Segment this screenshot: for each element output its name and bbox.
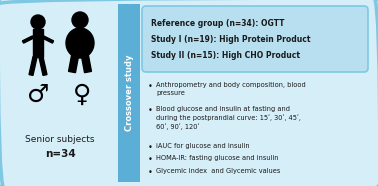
Bar xyxy=(140,4,366,182)
Text: •: • xyxy=(148,155,153,164)
Text: Crossover study: Crossover study xyxy=(124,55,133,131)
FancyArrow shape xyxy=(29,57,37,76)
Text: •: • xyxy=(148,106,153,116)
Circle shape xyxy=(31,15,45,29)
Text: Senior subjects: Senior subjects xyxy=(25,135,95,145)
Text: Anthropometry and body composition, blood
pressure: Anthropometry and body composition, bloo… xyxy=(156,82,306,96)
Text: •: • xyxy=(148,82,153,91)
FancyArrow shape xyxy=(68,55,79,73)
FancyArrow shape xyxy=(82,55,91,73)
FancyArrow shape xyxy=(22,36,34,43)
Text: n=34: n=34 xyxy=(45,149,75,159)
FancyArrow shape xyxy=(39,57,47,76)
Text: iAUC for glucose and insulin: iAUC for glucose and insulin xyxy=(156,143,249,149)
FancyBboxPatch shape xyxy=(142,6,368,72)
FancyArrow shape xyxy=(42,36,54,43)
Text: •: • xyxy=(148,168,153,177)
Text: Study I (n=19): High Protein Product: Study I (n=19): High Protein Product xyxy=(151,34,310,44)
Circle shape xyxy=(72,12,88,28)
Bar xyxy=(33,29,43,57)
Text: Glycemic index  and Glycemic values: Glycemic index and Glycemic values xyxy=(156,168,280,174)
Text: Blood glucose and insulin at fasting and
during the postprandial curve: 15ʹ, 30ʹ: Blood glucose and insulin at fasting and… xyxy=(156,106,301,130)
Text: Reference group (n=34): OGTT: Reference group (n=34): OGTT xyxy=(151,18,285,28)
Ellipse shape xyxy=(66,28,94,58)
Text: Study II (n=15): High CHO Product: Study II (n=15): High CHO Product xyxy=(151,51,300,60)
Text: •: • xyxy=(148,143,153,152)
Text: ♀: ♀ xyxy=(73,83,91,107)
Text: HOMA-IR: fasting glucose and insulin: HOMA-IR: fasting glucose and insulin xyxy=(156,155,279,161)
Bar xyxy=(118,4,140,182)
Text: ♂: ♂ xyxy=(27,83,49,107)
